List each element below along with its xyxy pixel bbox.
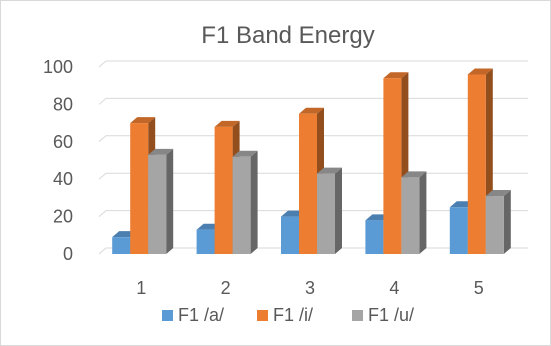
bar-top	[232, 150, 258, 157]
legend-swatch	[162, 310, 173, 321]
bar-front	[148, 154, 167, 254]
bar-front	[214, 126, 233, 254]
bar-side	[419, 171, 427, 254]
gridline-80	[98, 97, 528, 105]
bar-front	[485, 196, 504, 254]
y-tick-label: 40	[53, 169, 73, 189]
y-tick-label: 0	[63, 244, 73, 264]
x-tick-label: 2	[221, 278, 231, 298]
bar	[148, 148, 174, 254]
bar-front	[467, 74, 486, 254]
y-axis-ticks: 0 20 40 60 80 100	[43, 57, 73, 264]
bar-top	[401, 171, 427, 178]
bar	[401, 171, 427, 254]
legend-swatch	[257, 310, 268, 321]
legend-item: F1 /i/	[257, 305, 313, 325]
bar-front	[130, 123, 149, 254]
bar-front	[299, 113, 317, 254]
bar-top	[317, 167, 342, 174]
legend: F1 /a/F1 /i/F1 /u/	[162, 305, 414, 325]
bar-front	[401, 177, 420, 254]
legend-item: F1 /u/	[352, 305, 414, 325]
x-axis-ticks: 1 2 3 4 5	[136, 278, 484, 298]
bar-side	[503, 190, 511, 254]
x-tick-label: 3	[305, 278, 315, 298]
y-tick-label: 20	[53, 207, 73, 227]
bar-top	[485, 190, 511, 197]
bar-front	[449, 207, 468, 254]
bar-front	[196, 229, 215, 254]
y-tick-label: 100	[43, 57, 73, 77]
bar	[485, 190, 511, 254]
y-tick-label: 60	[53, 132, 73, 152]
x-tick-label: 1	[136, 278, 146, 298]
bar-front	[281, 216, 299, 254]
legend-item: F1 /a/	[162, 305, 224, 325]
bar-top	[299, 107, 324, 114]
bar-top	[383, 72, 409, 79]
chart-title: F1 Band Energy	[201, 22, 374, 49]
bar-top	[130, 117, 156, 124]
bar	[317, 167, 342, 254]
y-tick-label: 80	[53, 94, 73, 114]
bar-side	[335, 167, 342, 254]
bar-front	[383, 78, 402, 254]
legend-label: F1 /i/	[273, 305, 313, 325]
legend-label: F1 /u/	[368, 305, 414, 325]
legend-label: F1 /a/	[178, 305, 224, 325]
x-tick-label: 5	[474, 278, 484, 298]
bar-front	[317, 173, 335, 254]
legend-swatch	[352, 310, 363, 321]
bar-top	[148, 148, 174, 155]
bar-front	[112, 237, 131, 254]
x-tick-label: 4	[389, 278, 399, 298]
bar-top	[467, 68, 493, 75]
bar-side	[250, 150, 258, 254]
bar-top	[214, 120, 240, 127]
bar-front	[232, 156, 251, 254]
gridline-100	[98, 60, 528, 68]
bar-front	[365, 220, 384, 254]
bar	[232, 150, 258, 254]
bars	[112, 68, 511, 254]
bar-side	[166, 148, 174, 254]
